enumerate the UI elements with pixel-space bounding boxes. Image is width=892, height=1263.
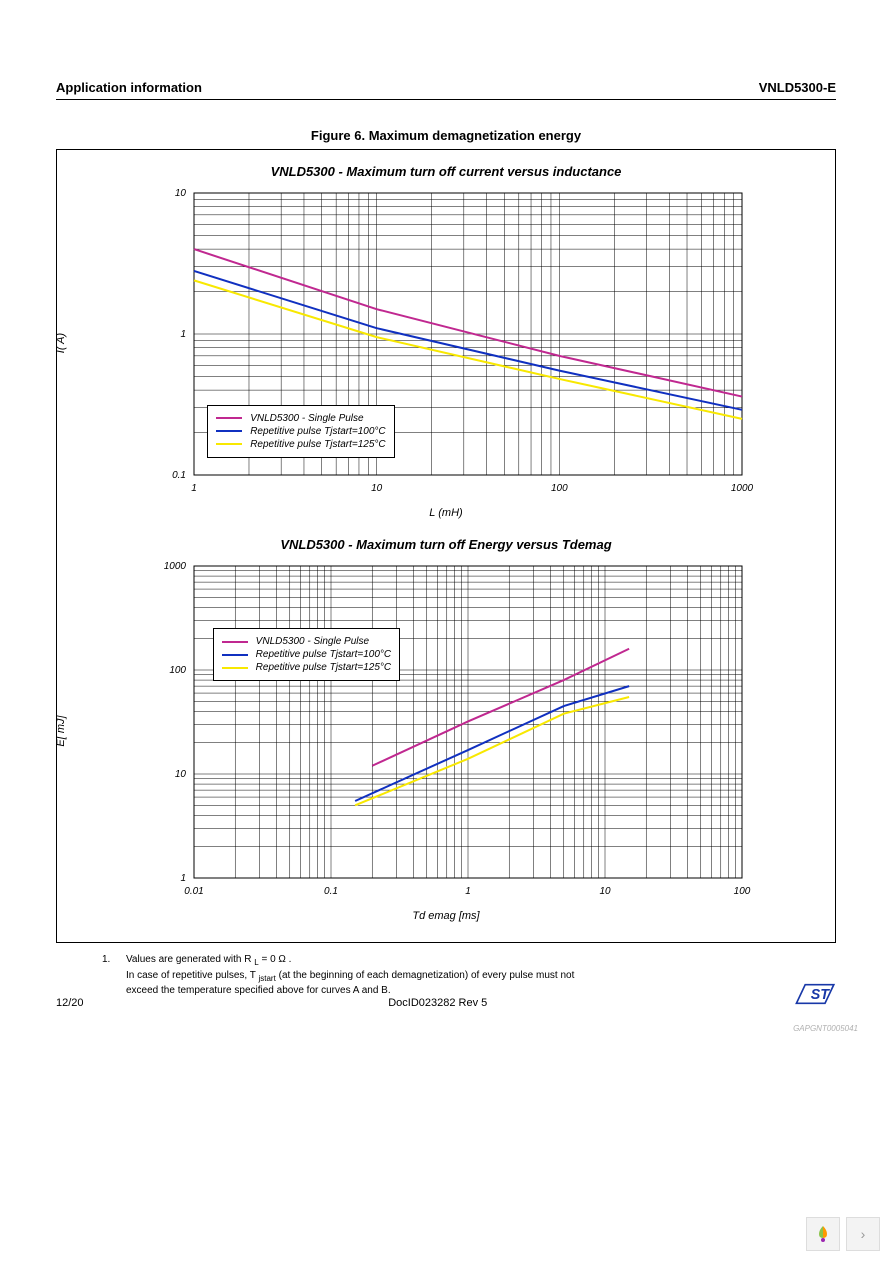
chart2-xlabel: Td emag [ms] <box>67 910 825 922</box>
chart1-title: VNLD5300 - Maximum turn off current vers… <box>67 164 825 179</box>
legend-item: Repetitive pulse Tjstart=100°C <box>222 649 391 660</box>
svg-text:10: 10 <box>175 769 187 780</box>
chart2-ylabel: E[ mJ] <box>55 715 67 746</box>
chart1-xlabel: L (mH) <box>67 507 825 519</box>
footnote-text1a: Values are generated with R <box>126 954 251 965</box>
footer-page: 12/20 <box>56 997 84 1009</box>
legend-swatch-icon <box>216 430 242 432</box>
leaf-icon <box>813 1224 833 1244</box>
legend-label: Repetitive pulse Tjstart=100°C <box>250 426 385 437</box>
viewer-next-button[interactable]: › <box>846 1217 880 1251</box>
page-header: Application information VNLD5300-E <box>56 80 836 100</box>
page-footer: 12/20 DocID023282 Rev 5 ST <box>56 979 836 1009</box>
svg-text:1: 1 <box>180 329 186 340</box>
figure-caption: Figure 6. Maximum demagnetization energy <box>56 128 836 143</box>
legend-label: VNLD5300 - Single Pulse <box>250 413 363 424</box>
svg-text:100: 100 <box>169 665 186 676</box>
svg-text:0.1: 0.1 <box>172 470 186 481</box>
svg-text:1: 1 <box>465 886 471 897</box>
figure-container: VNLD5300 - Maximum turn off current vers… <box>56 149 836 943</box>
chart1-ylabel: I( A) <box>55 333 67 353</box>
legend-item: VNLD5300 - Single Pulse <box>222 636 391 647</box>
legend-label: Repetitive pulse Tjstart=100°C <box>256 649 391 660</box>
svg-text:ST: ST <box>811 987 831 1003</box>
svg-text:1: 1 <box>191 483 197 494</box>
chart2-title: VNLD5300 - Maximum turn off Energy versu… <box>67 537 825 552</box>
chart2-holder: E[ mJ] 0.010.11101001101001000 VNLD5300 … <box>67 556 825 906</box>
svg-text:1000: 1000 <box>164 561 187 572</box>
legend-label: VNLD5300 - Single Pulse <box>256 636 369 647</box>
header-section: Application information <box>56 80 202 95</box>
legend-item: VNLD5300 - Single Pulse <box>216 413 385 424</box>
legend-swatch-icon <box>222 654 248 656</box>
legend-swatch-icon <box>222 667 248 669</box>
svg-text:10: 10 <box>371 483 383 494</box>
document-page: Application information VNLD5300-E Figur… <box>0 0 892 1059</box>
svg-text:1: 1 <box>180 873 186 884</box>
viewer-toolbar: › <box>806 1217 880 1251</box>
chart2-legend: VNLD5300 - Single Pulse Repetitive pulse… <box>213 628 400 681</box>
header-partno: VNLD5300-E <box>759 80 836 95</box>
svg-text:10: 10 <box>599 886 611 897</box>
legend-item: Repetitive pulse Tjstart=125°C <box>222 662 391 673</box>
svg-text:10: 10 <box>175 188 187 199</box>
legend-item: Repetitive pulse Tjstart=125°C <box>216 439 385 450</box>
legend-swatch-icon <box>216 443 242 445</box>
legend-swatch-icon <box>222 641 248 643</box>
st-logo-icon: ST <box>792 979 836 1009</box>
svg-text:0.01: 0.01 <box>184 886 203 897</box>
legend-label: Repetitive pulse Tjstart=125°C <box>256 662 391 673</box>
viewer-app-icon[interactable] <box>806 1217 840 1251</box>
footer-docid: DocID023282 Rev 5 <box>388 997 487 1009</box>
svg-text:100: 100 <box>734 886 751 897</box>
legend-label: Repetitive pulse Tjstart=125°C <box>250 439 385 450</box>
svg-text:1000: 1000 <box>731 483 754 494</box>
svg-text:0.1: 0.1 <box>324 886 338 897</box>
chart1-holder: I( A) 11010010000.1110 VNLD5300 - Single… <box>67 183 825 503</box>
svg-text:100: 100 <box>551 483 568 494</box>
chart1-legend: VNLD5300 - Single Pulse Repetitive pulse… <box>207 405 394 458</box>
footnote-number: 1. <box>102 953 110 968</box>
figure-watermark: GAPGNT0005041 <box>793 1024 858 1033</box>
footnote-text1b: = 0 Ω . <box>261 954 291 965</box>
legend-item: Repetitive pulse Tjstart=100°C <box>216 426 385 437</box>
chart2-plot: 0.01 0.1 1 10 100 1 10 100 1000 <box>136 556 756 906</box>
chevron-right-icon: › <box>861 1226 866 1242</box>
footnote-sub1: L <box>254 958 258 967</box>
legend-swatch-icon <box>216 417 242 419</box>
